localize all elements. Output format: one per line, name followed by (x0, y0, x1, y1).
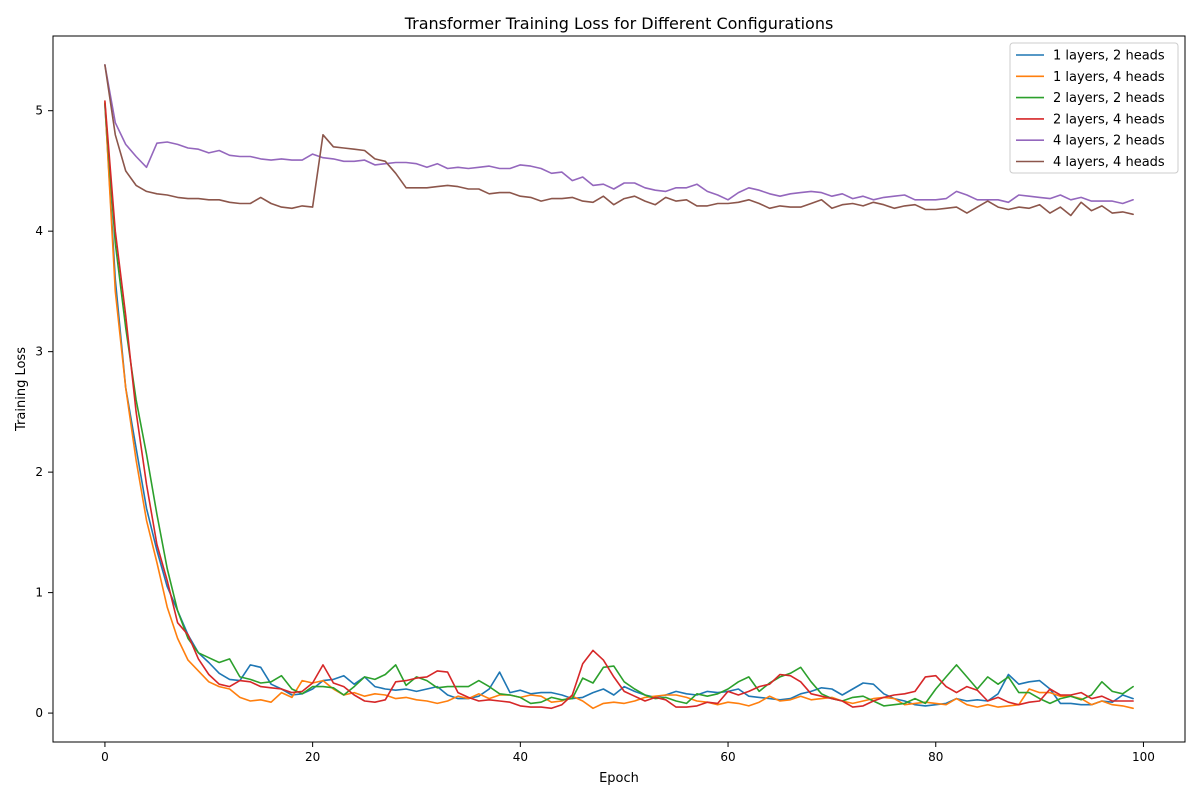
series-line-2 (104, 101, 1134, 710)
series-line-3 (104, 102, 1134, 707)
legend-label: 1 layers, 2 heads (1053, 49, 1165, 64)
y-axis-ticks: 0 1 2 3 4 5 (35, 104, 53, 720)
x-tick-label: 100 (1132, 750, 1155, 764)
legend-label: 4 layers, 4 heads (1053, 155, 1165, 170)
y-tick-label: 4 (35, 224, 43, 238)
y-tick-label: 5 (35, 104, 43, 118)
legend-label: 1 layers, 4 heads (1053, 70, 1165, 85)
y-axis-label: Training Loss (14, 347, 29, 432)
x-tick-label: 40 (513, 750, 528, 764)
y-tick-label: 3 (35, 345, 43, 359)
series-line-5 (104, 64, 1134, 205)
chart-title: Transformer Training Loss for Different … (404, 14, 834, 33)
x-tick-label: 80 (928, 750, 943, 764)
legend-label: 2 layers, 4 heads (1053, 112, 1165, 127)
legend: 1 layers, 2 heads 1 layers, 4 heads 2 laye… (1009, 42, 1179, 174)
series-line-1 (104, 103, 1134, 707)
series-layer (104, 64, 1134, 710)
x-tick-label: 20 (305, 750, 320, 764)
series-line-6 (104, 64, 1134, 217)
x-axis-label: Epoch (599, 771, 639, 786)
plot-frame (52, 35, 1186, 743)
series-line-4 (104, 100, 1134, 710)
x-tick-label: 0 (101, 750, 109, 764)
y-tick-label: 2 (35, 465, 43, 479)
plot-area (53, 36, 1185, 742)
legend-box (1009, 42, 1179, 174)
x-axis-ticks: 0 20 40 60 80 100 (101, 742, 1155, 764)
y-tick-label: 0 (35, 706, 43, 720)
legend-label: 4 layers, 2 heads (1053, 134, 1165, 149)
legend-label: 2 layers, 2 heads (1053, 91, 1165, 106)
y-tick-label: 1 (35, 586, 43, 600)
x-tick-label: 60 (720, 750, 735, 764)
